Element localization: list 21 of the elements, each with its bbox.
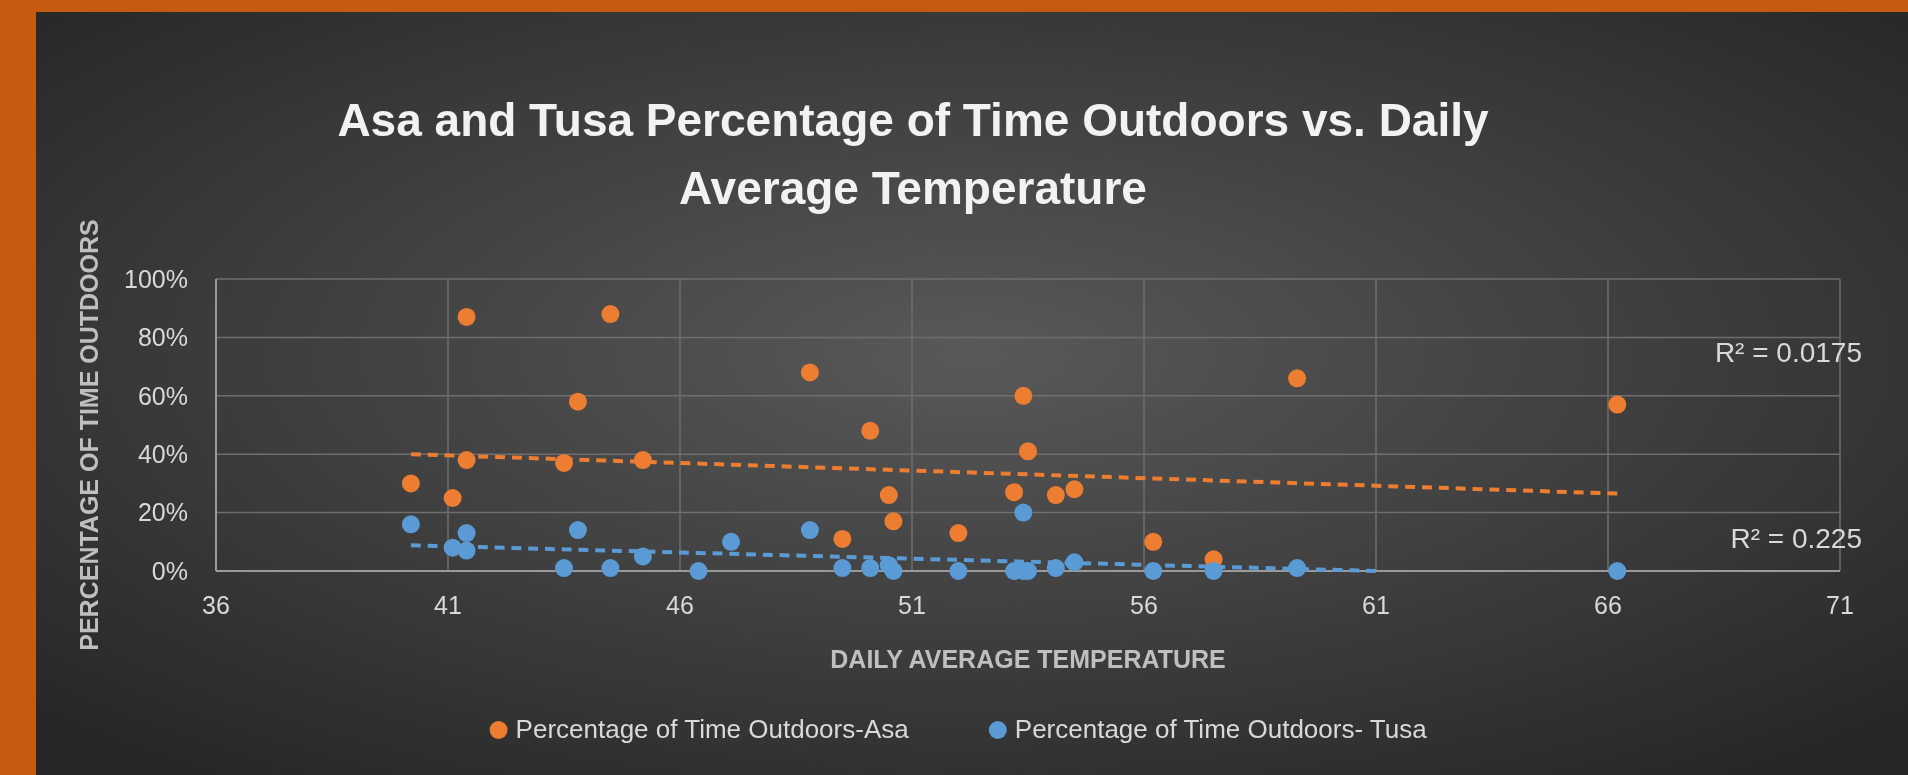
y-axis-title: PERCENTAGE OF TIME OUTDOORS [75, 219, 103, 651]
x-tick-label: 46 [666, 591, 694, 619]
y-tick-label: 20% [137, 498, 188, 527]
x-tick-label: 41 [434, 591, 462, 619]
y-tick-label: 100% [124, 264, 188, 293]
y-tick-label: 0% [151, 556, 188, 585]
x-tick-label: 36 [202, 591, 230, 619]
x-tick-label: 61 [1362, 591, 1390, 619]
chart-title: Asa and Tusa Percentage of Time Outdoors vs. Daily Average Temperature [337, 94, 1490, 214]
x-tick-label: 66 [1594, 591, 1622, 619]
y-tick-label: 80% [137, 323, 188, 352]
legend-label: Percentage of Time Outdoors- Tusa [1014, 714, 1428, 744]
x-tick-label: 71 [1826, 591, 1854, 619]
y-tick-label: 60% [137, 381, 188, 410]
y-tick-label: 40% [137, 439, 188, 468]
annotation: R² = 0.225 [1730, 523, 1862, 554]
legend-label: Percentage of Time Outdoors-Asa [515, 714, 910, 744]
x-axis-title: DAILY AVERAGE TEMPERATURE [830, 645, 1226, 673]
annotation: R² = 0.0175 [1714, 337, 1862, 368]
x-tick-label: 56 [1130, 591, 1158, 619]
x-tick-label: 51 [898, 591, 926, 619]
